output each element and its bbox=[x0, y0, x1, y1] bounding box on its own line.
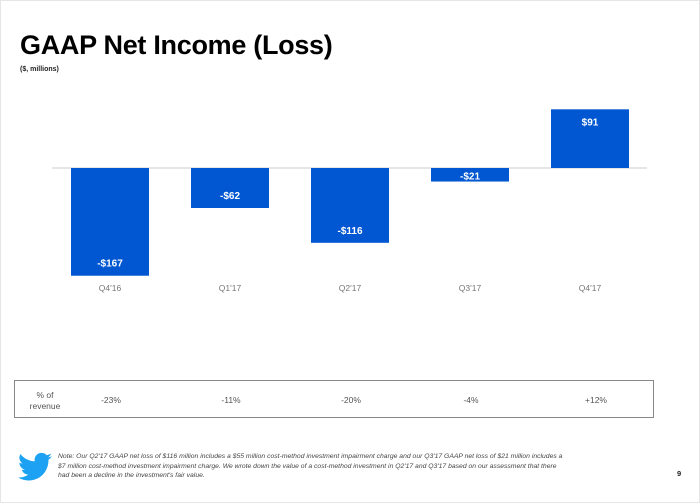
x-tick-q4-16: Q4'16 bbox=[99, 283, 122, 293]
data-labels-group: -$167 -$62 -$116 -$21 $91 bbox=[97, 117, 599, 269]
revenue-pct-q1-17: -11% bbox=[221, 395, 241, 405]
x-tick-q2-17: Q2'17 bbox=[339, 283, 362, 293]
revenue-pct-q4-17: +12% bbox=[585, 395, 607, 405]
data-label-q1-17: -$62 bbox=[220, 191, 240, 202]
footnote: Note: Our Q2'17 GAAP net loss of $116 mi… bbox=[58, 452, 638, 481]
bar-q3-17 bbox=[431, 168, 509, 182]
x-tick-labels-group: Q4'16 Q1'17 Q2'17 Q3'17 Q4'17 bbox=[99, 283, 602, 293]
bar-q2-17 bbox=[311, 168, 389, 243]
footnote-line-2: $7 million cost-method investment impair… bbox=[58, 462, 557, 470]
x-tick-q3-17: Q3'17 bbox=[459, 283, 482, 293]
data-label-q3-17: -$21 bbox=[460, 172, 480, 183]
page-title: GAAP Net Income (Loss) bbox=[20, 30, 333, 60]
twitter-bird-icon bbox=[18, 452, 52, 481]
revenue-pct-q4-16: -23% bbox=[101, 395, 121, 405]
data-label-q4-16: -$167 bbox=[97, 259, 123, 270]
page-number: 9 bbox=[677, 469, 682, 478]
revenue-header-line2: revenue bbox=[29, 401, 61, 411]
x-tick-q1-17: Q1'17 bbox=[219, 283, 242, 293]
data-label-q4-17: $91 bbox=[582, 117, 599, 128]
revenue-percentage-table: % of revenue -23% -11% -20% -4% +12% bbox=[14, 380, 654, 418]
bar-q4-17 bbox=[551, 109, 629, 168]
revenue-pct-q2-17: -20% bbox=[341, 395, 361, 405]
bars-group bbox=[71, 109, 629, 276]
bar-q1-17 bbox=[191, 168, 269, 208]
bar-q4-16 bbox=[71, 168, 149, 276]
revenue-row-header: % of revenue bbox=[27, 390, 63, 412]
revenue-header-line1: % of bbox=[36, 390, 54, 400]
net-income-bar-chart: -$167 -$62 -$116 -$21 $91 Q4'16 Q1'17 Q2'17 Q3'… bbox=[52, 109, 647, 293]
data-label-q2-17: -$116 bbox=[337, 226, 362, 237]
units-subtitle: ($, millions) bbox=[20, 66, 59, 73]
footnote-line-1: Note: Our Q2'17 GAAP net loss of $116 mi… bbox=[58, 453, 563, 460]
footnote-line-3: had been a decline in the investment's f… bbox=[58, 472, 205, 479]
x-tick-q4-17: Q4'17 bbox=[579, 283, 602, 293]
revenue-pct-q3-17: -4% bbox=[463, 395, 479, 405]
